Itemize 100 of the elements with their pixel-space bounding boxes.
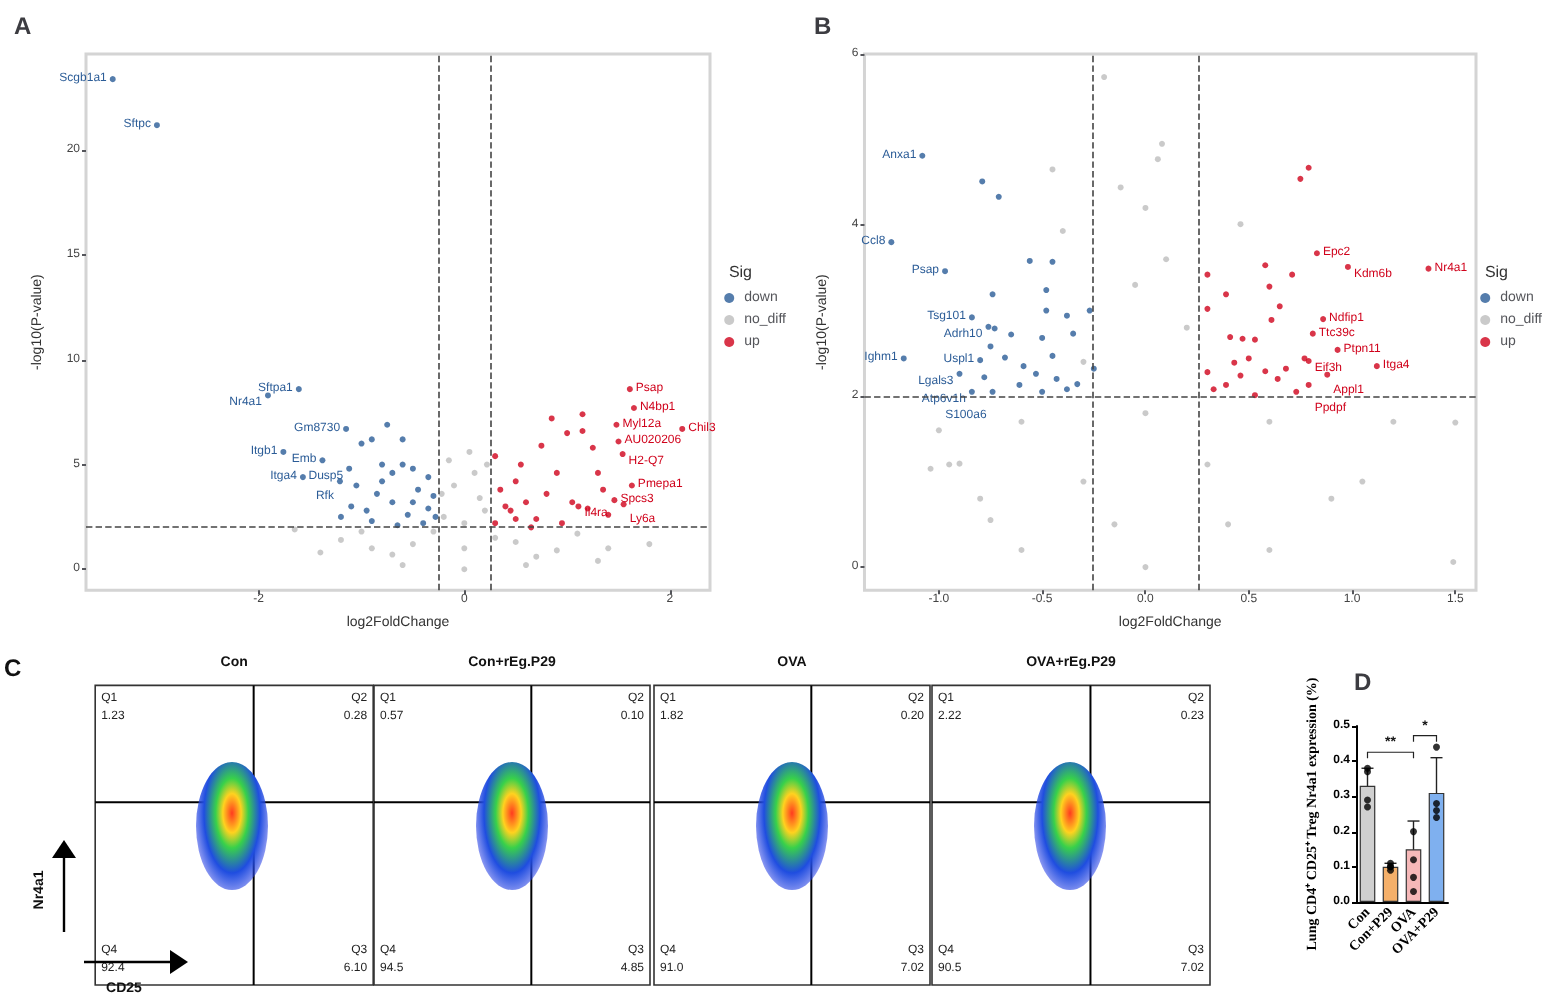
point: [476, 495, 483, 502]
point: [1245, 355, 1252, 362]
point: [497, 486, 504, 493]
point: [109, 76, 116, 83]
legend-title: Sig: [1484, 263, 1508, 281]
point: [1039, 388, 1046, 395]
point: [389, 551, 396, 558]
point: [1016, 381, 1023, 388]
point: [935, 427, 942, 434]
point: [1262, 262, 1269, 269]
point: [440, 513, 447, 520]
point: [451, 482, 458, 489]
point: [956, 370, 963, 377]
point: [987, 343, 994, 350]
point: [492, 520, 499, 527]
text: C: [4, 654, 22, 682]
point: [1359, 478, 1366, 485]
point: [343, 425, 350, 432]
point: [619, 451, 626, 458]
point: [987, 517, 994, 524]
point: [507, 507, 514, 514]
point: [379, 478, 386, 485]
point: [927, 465, 934, 472]
point: [368, 545, 375, 552]
point: [1450, 558, 1457, 565]
point: [1074, 381, 1081, 388]
point: [569, 499, 576, 506]
point: [358, 528, 365, 535]
point: [646, 541, 653, 548]
point: [492, 453, 499, 460]
point: [399, 461, 406, 468]
legend-title: Sig: [728, 263, 752, 281]
point: [1101, 74, 1108, 81]
point: [605, 545, 612, 552]
point: [1063, 386, 1070, 393]
point: [373, 490, 380, 497]
point: [533, 515, 540, 522]
point: [1008, 331, 1015, 338]
point: [1227, 334, 1234, 341]
point: [985, 323, 992, 330]
point: [533, 553, 540, 560]
point: [1142, 564, 1149, 571]
point: [317, 549, 324, 556]
point: [1373, 363, 1380, 370]
point: [409, 465, 416, 472]
point: [575, 503, 582, 510]
point: [280, 448, 287, 455]
point: [615, 438, 622, 445]
point: [1117, 184, 1124, 191]
point: [628, 482, 635, 489]
point: [517, 461, 524, 468]
point: [1059, 228, 1066, 235]
point: [1163, 256, 1170, 263]
point: [1032, 370, 1039, 377]
point: [461, 545, 468, 552]
point: [600, 486, 607, 493]
chart-title: B: [814, 12, 832, 40]
point: [404, 511, 411, 518]
point: [348, 503, 355, 510]
point: [420, 520, 427, 527]
point: [1049, 352, 1056, 359]
point: [389, 469, 396, 476]
point: [1237, 221, 1244, 228]
point: [445, 457, 452, 464]
point: [1132, 281, 1139, 288]
point: [553, 469, 560, 476]
point: [1080, 358, 1087, 365]
point: [1289, 271, 1296, 278]
point: [630, 404, 637, 411]
point: [466, 448, 473, 455]
point: [399, 436, 406, 443]
point: [548, 415, 555, 422]
point: [1328, 495, 1335, 502]
point: [337, 513, 344, 520]
point: [1266, 418, 1273, 425]
point: [1018, 418, 1025, 425]
point: [512, 539, 519, 546]
point: [989, 291, 996, 298]
point: [1262, 368, 1269, 375]
point: [1210, 386, 1217, 393]
point: [1080, 478, 1087, 485]
point: [1142, 410, 1149, 417]
point: [942, 268, 949, 275]
point: [1320, 316, 1327, 323]
point: [1293, 388, 1300, 395]
point: [438, 490, 445, 497]
point: [430, 492, 437, 499]
point: [553, 547, 560, 554]
point: [153, 122, 160, 129]
point: [968, 388, 975, 395]
point: [1043, 287, 1050, 294]
bar: [1359, 785, 1376, 902]
point: [384, 421, 391, 428]
point: [1070, 330, 1077, 337]
point: [1223, 381, 1230, 388]
point: [1018, 547, 1025, 553]
point: [346, 465, 353, 472]
point: [481, 507, 488, 514]
point: [1204, 369, 1211, 376]
point: [888, 239, 895, 246]
